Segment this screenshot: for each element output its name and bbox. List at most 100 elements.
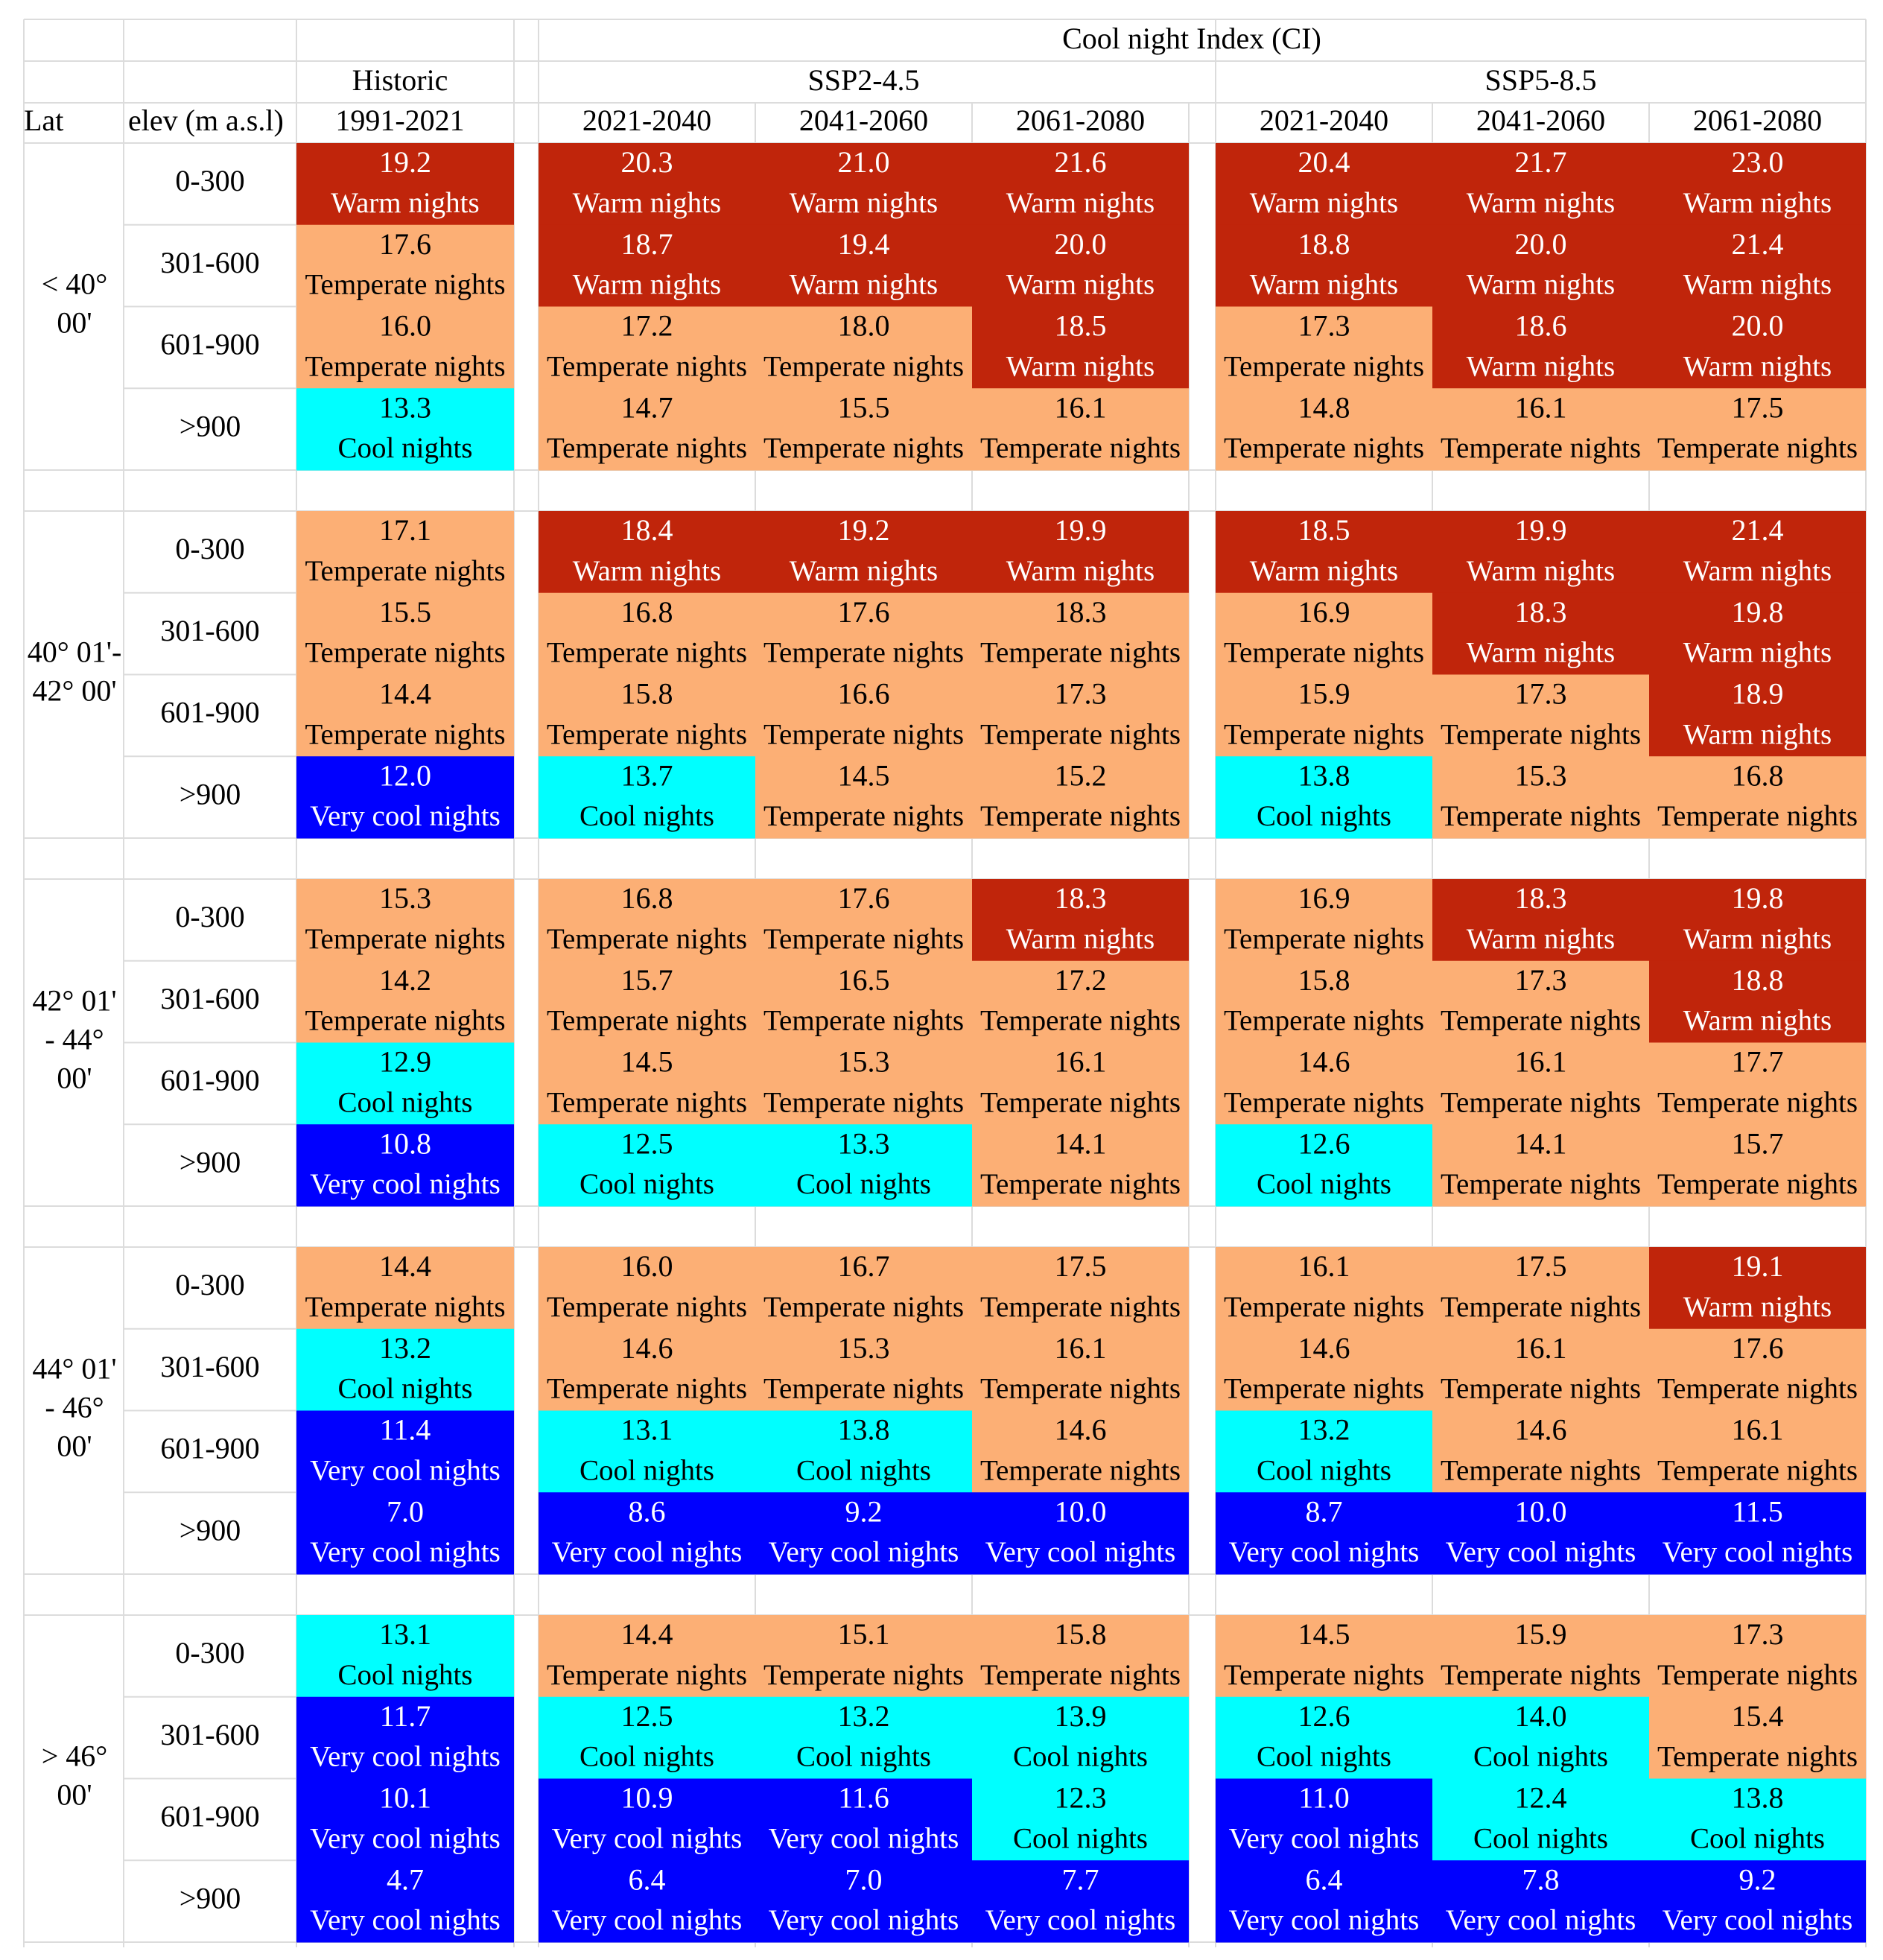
heatmap-cell bbox=[296, 879, 514, 962]
heatmap-cell bbox=[755, 1860, 972, 1943]
scenario-header: SSP2-4.5 bbox=[807, 63, 919, 97]
elevation-label: 301-600 bbox=[160, 1718, 259, 1751]
cell-value: 14.4 bbox=[379, 1249, 431, 1283]
cell-value: 17.3 bbox=[1732, 1617, 1784, 1651]
cell-category-label: Warm nights bbox=[790, 555, 938, 587]
heatmap-cell bbox=[539, 388, 755, 471]
historic-label: Historic bbox=[352, 63, 448, 97]
heatmap-cell bbox=[1649, 1124, 1866, 1207]
cell-value: 21.4 bbox=[1732, 227, 1784, 261]
heatmap-cell bbox=[1432, 511, 1649, 594]
heatmap-cell bbox=[755, 1410, 972, 1493]
latitude-label: 40° 01'- bbox=[28, 635, 122, 669]
heatmap-cell bbox=[755, 1778, 972, 1861]
cell-category-label: Warm nights bbox=[1467, 187, 1615, 219]
cell-category-label: Temperate nights bbox=[1441, 1086, 1641, 1118]
cell-category-label: Very cool nights bbox=[985, 1536, 1176, 1568]
cell-category-label: Temperate nights bbox=[547, 1373, 747, 1405]
cell-value: 11.5 bbox=[1732, 1494, 1783, 1528]
heatmap-cell bbox=[1649, 388, 1866, 471]
cell-category-label: Warm nights bbox=[1467, 555, 1615, 587]
cell-value: 19.8 bbox=[1732, 595, 1784, 629]
cell-value: 14.4 bbox=[621, 1617, 673, 1651]
heatmap-cell bbox=[755, 1615, 972, 1698]
cell-category-label: Temperate nights bbox=[763, 1659, 964, 1691]
cell-value: 14.6 bbox=[1055, 1413, 1107, 1447]
elevation-label: 301-600 bbox=[160, 1350, 259, 1383]
cell-value: 12.4 bbox=[1515, 1781, 1567, 1815]
heatmap-cell bbox=[1216, 143, 1432, 226]
heatmap-cell bbox=[539, 1410, 755, 1493]
cell-value: 18.3 bbox=[1515, 881, 1567, 915]
cell-value: 16.1 bbox=[1055, 1045, 1107, 1079]
cell-value: 19.8 bbox=[1732, 881, 1784, 915]
cell-value: 16.1 bbox=[1055, 390, 1107, 424]
cell-value: 18.6 bbox=[1515, 309, 1567, 343]
cell-category-label: Very cool nights bbox=[985, 1904, 1176, 1936]
heatmap-cell bbox=[755, 1124, 972, 1207]
heatmap-cell bbox=[972, 1860, 1189, 1943]
cell-category-label: Temperate nights bbox=[1224, 637, 1424, 669]
latitude-label: > 46° bbox=[42, 1739, 108, 1773]
cell-category-label: Warm nights bbox=[1683, 187, 1832, 219]
cell-value: 16.1 bbox=[1515, 390, 1567, 424]
cell-value: 18.4 bbox=[621, 513, 673, 547]
latitude-label: 44° 01' bbox=[32, 1352, 116, 1386]
latitude-label: 00' bbox=[57, 306, 92, 340]
cell-value: 18.0 bbox=[838, 309, 890, 343]
latitude-label: 00' bbox=[57, 1778, 92, 1812]
heatmap-cell bbox=[296, 1410, 514, 1493]
cell-value: 10.9 bbox=[621, 1781, 673, 1815]
heatmap-cell bbox=[1432, 1247, 1649, 1330]
cell-value: 14.8 bbox=[1298, 390, 1350, 424]
heatmap-cell bbox=[539, 960, 755, 1043]
heatmap-cell bbox=[1649, 756, 1866, 839]
cell-category-label: Temperate nights bbox=[547, 637, 747, 669]
cell-category-label: Temperate nights bbox=[1441, 1005, 1641, 1037]
latitude-label: 00' bbox=[57, 1430, 92, 1463]
cell-category-label: Cool nights bbox=[579, 800, 714, 832]
cell-category-label: Temperate nights bbox=[763, 923, 964, 955]
heatmap-cell bbox=[1216, 1615, 1432, 1698]
heatmap-cell bbox=[1216, 511, 1432, 594]
heatmap-cell bbox=[296, 756, 514, 839]
latitude-label: < 40° bbox=[42, 267, 108, 301]
cell-value: 17.5 bbox=[1055, 1249, 1107, 1283]
period-header: 2061-2080 bbox=[1016, 104, 1145, 137]
heatmap-cell bbox=[296, 674, 514, 757]
scenario-header: SSP5-8.5 bbox=[1485, 63, 1596, 97]
cell-category-label: Very cool nights bbox=[552, 1536, 743, 1568]
cell-category-label: Temperate nights bbox=[980, 1168, 1181, 1200]
heatmap-cell bbox=[1649, 1615, 1866, 1698]
cell-value: 13.2 bbox=[1298, 1413, 1350, 1447]
cell-category-label: Temperate nights bbox=[980, 1086, 1181, 1118]
elevation-label: 601-900 bbox=[160, 1432, 259, 1465]
cell-category-label: Temperate nights bbox=[547, 1005, 747, 1037]
elevation-column-header: elev (m a.s.l) bbox=[128, 104, 284, 137]
period-header: 2021-2040 bbox=[582, 104, 711, 137]
cell-category-label: Temperate nights bbox=[1224, 350, 1424, 382]
heatmap-cell bbox=[972, 674, 1189, 757]
cell-category-label: Temperate nights bbox=[1441, 800, 1641, 832]
cell-category-label: Temperate nights bbox=[1657, 1086, 1858, 1118]
elevation-label: 0-300 bbox=[175, 1636, 244, 1669]
cell-category-label: Very cool nights bbox=[310, 800, 501, 832]
heatmap-cell bbox=[1216, 960, 1432, 1043]
cell-category-label: Warm nights bbox=[573, 187, 721, 219]
cell-value: 17.3 bbox=[1515, 677, 1567, 711]
cell-category-label: Warm nights bbox=[1683, 350, 1832, 382]
heatmap-cell bbox=[539, 1696, 755, 1779]
cell-value: 14.6 bbox=[621, 1331, 673, 1365]
heatmap-cell bbox=[1649, 674, 1866, 757]
cell-value: 12.0 bbox=[379, 758, 431, 792]
cell-value: 15.9 bbox=[1298, 677, 1350, 711]
cell-category-label: Temperate nights bbox=[980, 637, 1181, 669]
cell-value: 18.3 bbox=[1055, 881, 1107, 915]
cell-category-label: Cool nights bbox=[1013, 1741, 1148, 1773]
cell-value: 21.0 bbox=[838, 145, 890, 179]
heatmap-cell bbox=[1649, 1778, 1866, 1861]
cell-category-label: Warm nights bbox=[1683, 1291, 1832, 1323]
heatmap-cell bbox=[972, 1124, 1189, 1207]
cell-category-label: Temperate nights bbox=[1224, 718, 1424, 750]
cell-value: 13.8 bbox=[838, 1413, 890, 1447]
